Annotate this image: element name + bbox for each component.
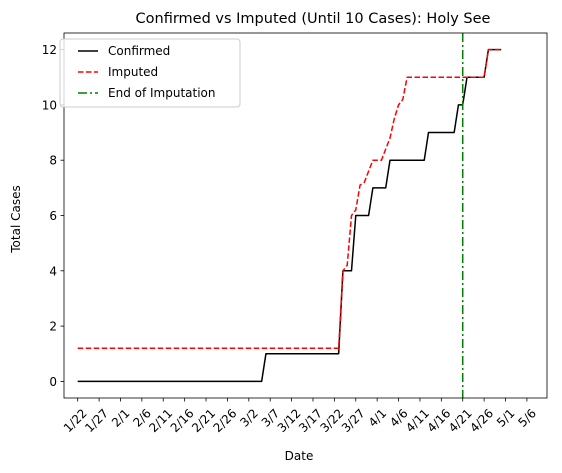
legend: Confirmed Imputed End of Imputation bbox=[59, 38, 241, 108]
x-tick-label: 1/27 bbox=[82, 406, 111, 435]
y-tick-label: 10 bbox=[42, 98, 57, 112]
y-axis-label: Total Cases bbox=[9, 185, 23, 253]
x-axis: 1/221/272/12/62/112/162/212/263/23/73/12… bbox=[61, 398, 539, 435]
series-line-imputed bbox=[77, 48, 502, 349]
series-layer bbox=[77, 33, 502, 398]
x-tick-label: 4/1 bbox=[366, 406, 390, 430]
x-tick-label: 3/2 bbox=[237, 406, 261, 430]
x-tick-label: 2/26 bbox=[211, 406, 240, 435]
y-tick-label: 0 bbox=[49, 375, 57, 389]
chart-title: Confirmed vs Imputed (Until 10 Cases): H… bbox=[136, 11, 491, 27]
x-tick-label: 5/6 bbox=[515, 406, 539, 430]
x-tick-label: 2/1 bbox=[109, 406, 133, 430]
legend-box bbox=[59, 38, 241, 108]
legend-label-imputed: Imputed bbox=[108, 65, 158, 79]
plot-frame bbox=[63, 32, 548, 399]
y-tick-label: 4 bbox=[49, 264, 57, 278]
y-axis: 0 2 4 6 8 10 12 bbox=[42, 43, 64, 389]
y-tick-label: 8 bbox=[49, 154, 57, 168]
legend-label-confirmed: Confirmed bbox=[108, 44, 170, 58]
x-tick-label: 3/27 bbox=[339, 406, 368, 435]
y-tick-label: 12 bbox=[42, 43, 57, 57]
y-tick-label: 6 bbox=[49, 209, 57, 223]
x-tick-label: 5/1 bbox=[494, 406, 518, 430]
x-axis-label: Date bbox=[285, 449, 314, 463]
x-tick-label: 4/26 bbox=[467, 406, 496, 435]
legend-label-end-of-imputation: End of Imputation bbox=[108, 86, 216, 100]
y-tick-label: 2 bbox=[49, 320, 57, 334]
